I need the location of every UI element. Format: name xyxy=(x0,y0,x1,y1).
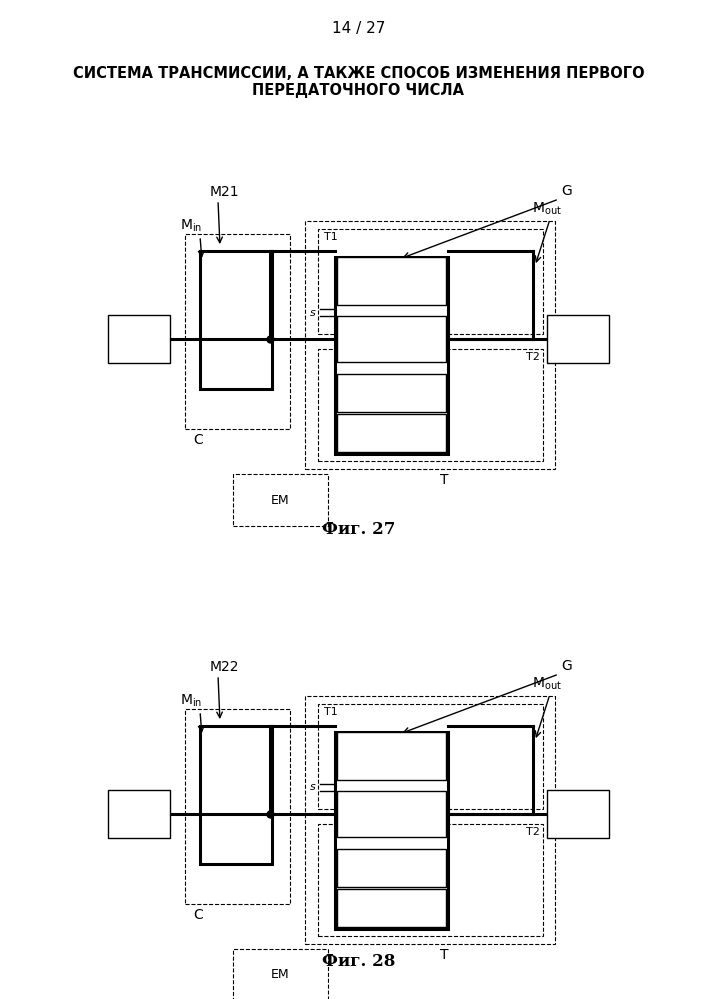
Text: T1: T1 xyxy=(324,232,338,242)
Text: M$_{\mathregular{in}}$: M$_{\mathregular{in}}$ xyxy=(180,218,202,234)
Text: G: G xyxy=(561,184,571,198)
Text: T2: T2 xyxy=(526,352,540,362)
Text: 4,6: 4,6 xyxy=(381,275,402,288)
Text: M$_{\mathregular{in}}$: M$_{\mathregular{in}}$ xyxy=(180,692,202,709)
Text: 1,2: 1,2 xyxy=(381,807,402,820)
Text: L: L xyxy=(574,332,582,346)
Bar xyxy=(108,790,170,838)
Text: T: T xyxy=(440,948,449,962)
Bar xyxy=(305,221,555,469)
Text: M$_{\mathregular{out}}$: M$_{\mathregular{out}}$ xyxy=(532,675,562,692)
Text: 4,6: 4,6 xyxy=(381,749,402,762)
Bar xyxy=(547,790,609,838)
Text: L: L xyxy=(574,807,582,821)
Text: C: C xyxy=(193,908,203,922)
Text: s: s xyxy=(310,782,316,792)
Bar xyxy=(318,349,543,461)
Bar xyxy=(318,824,543,936)
Bar xyxy=(337,257,446,305)
Bar xyxy=(337,889,446,927)
Text: Фиг. 28: Фиг. 28 xyxy=(322,953,395,970)
Bar xyxy=(318,229,543,334)
Text: EM: EM xyxy=(271,968,290,981)
Bar xyxy=(185,709,290,904)
Text: G: G xyxy=(561,659,571,673)
Bar xyxy=(200,726,272,864)
Bar xyxy=(185,234,290,429)
Text: ПЕРЕДАТОЧНОГО ЧИСЛА: ПЕРЕДАТОЧНОГО ЧИСЛА xyxy=(252,84,465,99)
Bar xyxy=(305,696,555,944)
Text: Фиг. 27: Фиг. 27 xyxy=(322,520,395,537)
Bar xyxy=(335,732,448,929)
Text: 3: 3 xyxy=(388,861,396,874)
Bar xyxy=(337,791,446,837)
Text: M$_{\mathregular{out}}$: M$_{\mathregular{out}}$ xyxy=(532,201,562,217)
Text: T: T xyxy=(440,473,449,487)
Bar xyxy=(337,732,446,780)
Bar xyxy=(318,704,543,809)
Text: M21: M21 xyxy=(210,185,239,199)
Text: C: C xyxy=(193,433,203,447)
Text: 1,2: 1,2 xyxy=(381,333,402,346)
Bar xyxy=(337,374,446,412)
Bar xyxy=(337,414,446,452)
Bar xyxy=(547,315,609,363)
Bar xyxy=(337,316,446,362)
Text: T1: T1 xyxy=(324,707,338,717)
Text: 5,7: 5,7 xyxy=(381,901,402,914)
Text: 14 / 27: 14 / 27 xyxy=(332,22,385,37)
Bar xyxy=(337,849,446,887)
Bar xyxy=(232,949,328,999)
Text: T2: T2 xyxy=(526,827,540,837)
Bar xyxy=(232,474,328,526)
Text: M22: M22 xyxy=(210,660,239,674)
Bar xyxy=(200,251,272,389)
Bar xyxy=(335,257,448,454)
Bar xyxy=(108,315,170,363)
Text: A: A xyxy=(134,807,143,821)
Text: A: A xyxy=(134,332,143,346)
Text: 5: 5 xyxy=(387,427,396,440)
Text: 3: 3 xyxy=(388,387,396,400)
Text: s: s xyxy=(310,308,316,318)
Text: EM: EM xyxy=(271,494,290,506)
Text: СИСТЕМА ТРАНСМИССИИ, А ТАКЖЕ СПОСОБ ИЗМЕНЕНИЯ ПЕРВОГО: СИСТЕМА ТРАНСМИССИИ, А ТАКЖЕ СПОСОБ ИЗМЕ… xyxy=(72,67,645,82)
